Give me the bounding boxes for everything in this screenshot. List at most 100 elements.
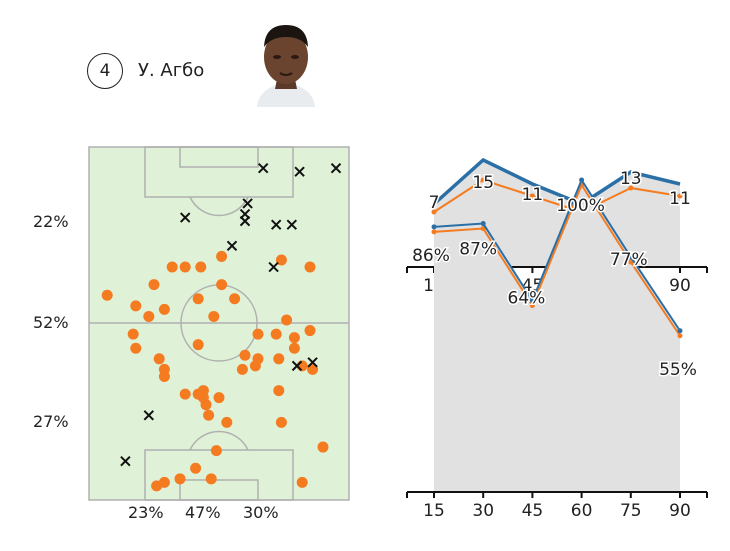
area-fill [434, 180, 680, 492]
action-cross [257, 162, 269, 174]
action-dot [252, 328, 264, 340]
action-dot [275, 254, 287, 266]
action-dot [275, 416, 287, 428]
action-dot [273, 385, 285, 397]
blue-point [579, 177, 585, 183]
action-cross [120, 455, 131, 467]
data-label: 11 [522, 185, 544, 205]
zone-label-middle: 52% [33, 313, 69, 332]
blue-series-line [432, 157, 681, 206]
action-dot [205, 473, 217, 485]
blue-point [431, 224, 437, 230]
action-dot [288, 332, 300, 344]
orange-point [431, 209, 437, 215]
data-label: 64% [508, 289, 546, 309]
action-cross [143, 410, 155, 421]
action-dot [307, 363, 319, 375]
action-dot [192, 293, 204, 305]
action-dot [270, 328, 282, 340]
action-dot [179, 261, 191, 273]
blue-point [529, 298, 535, 304]
player-name: У. Агбо [138, 60, 205, 81]
orange-point [628, 259, 634, 265]
action-dot [281, 314, 293, 326]
action-dot [190, 462, 202, 474]
action-dot [229, 293, 241, 305]
x-tick-label: 60 [571, 501, 593, 521]
data-label: 100% [556, 196, 605, 216]
x-tick-label: 90 [669, 276, 691, 296]
action-dot [174, 473, 186, 485]
x-tick-label: 15 [423, 501, 445, 521]
action-dot [143, 310, 155, 322]
action-dot [153, 353, 165, 365]
x-tick-label: 75 [620, 501, 642, 521]
orange-series-line [433, 178, 681, 214]
action-dot [288, 342, 300, 354]
x-tick-label: 30 [472, 501, 494, 521]
action-dot [221, 416, 233, 428]
action-dot [273, 353, 285, 365]
data-label: 11 [669, 189, 691, 209]
x-tick-label: 90 [669, 501, 691, 521]
orange-point [529, 303, 535, 309]
zone-label-bottom: 27% [33, 412, 69, 431]
orange-point [529, 193, 535, 199]
action-dot [213, 392, 225, 404]
action-cross [242, 198, 253, 209]
data-label: 87% [459, 240, 497, 260]
data-label: 13 [620, 169, 642, 189]
player-number: 4 [99, 61, 111, 81]
action-cross [226, 240, 238, 252]
action-dot [249, 360, 261, 372]
action-cross [270, 219, 282, 230]
blue-point [628, 254, 634, 260]
data-label: 86% [412, 246, 450, 266]
action-cross [330, 162, 342, 174]
action-dot [195, 261, 207, 273]
action-dot [216, 279, 228, 291]
data-label: 15 [472, 173, 494, 193]
action-dot [203, 409, 215, 421]
action-dot [200, 399, 212, 411]
x-tick-label: 45 [522, 501, 544, 521]
data-label: 55% [659, 360, 697, 380]
blue-point [480, 221, 486, 227]
data-label: 7 [429, 193, 440, 213]
action-dot [151, 480, 163, 492]
action-dot [192, 339, 204, 351]
action-dot [130, 342, 142, 354]
orange-series-line [433, 182, 681, 337]
blue-series-line [433, 177, 681, 332]
action-dot [158, 370, 170, 382]
action-dot [296, 476, 308, 488]
action-dot [317, 441, 329, 453]
action-dot [216, 250, 228, 262]
action-dot [304, 261, 316, 273]
player-number-badge: 4 [87, 53, 123, 89]
action-dot [208, 310, 220, 322]
action-cross [307, 357, 318, 368]
action-dot [130, 300, 142, 312]
action-dot [304, 325, 316, 337]
action-dot [158, 303, 170, 315]
action-cross [286, 219, 298, 230]
action-cross [294, 166, 305, 177]
zone-label-center: 47% [185, 503, 221, 522]
action-dot [148, 279, 160, 291]
zone-label-left: 23% [128, 503, 164, 522]
orange-point [677, 333, 683, 339]
orange-point [431, 229, 437, 235]
action-dot [236, 363, 248, 375]
zone-label-top: 22% [33, 212, 69, 231]
orange-point [628, 185, 634, 191]
action-dot [192, 388, 204, 400]
blue-point [677, 328, 683, 334]
action-dot [239, 349, 251, 361]
action-cross [268, 261, 279, 273]
action-dot [101, 289, 113, 301]
action-cross [179, 212, 191, 223]
action-dot [210, 445, 222, 457]
zone-label-right: 30% [243, 503, 279, 522]
